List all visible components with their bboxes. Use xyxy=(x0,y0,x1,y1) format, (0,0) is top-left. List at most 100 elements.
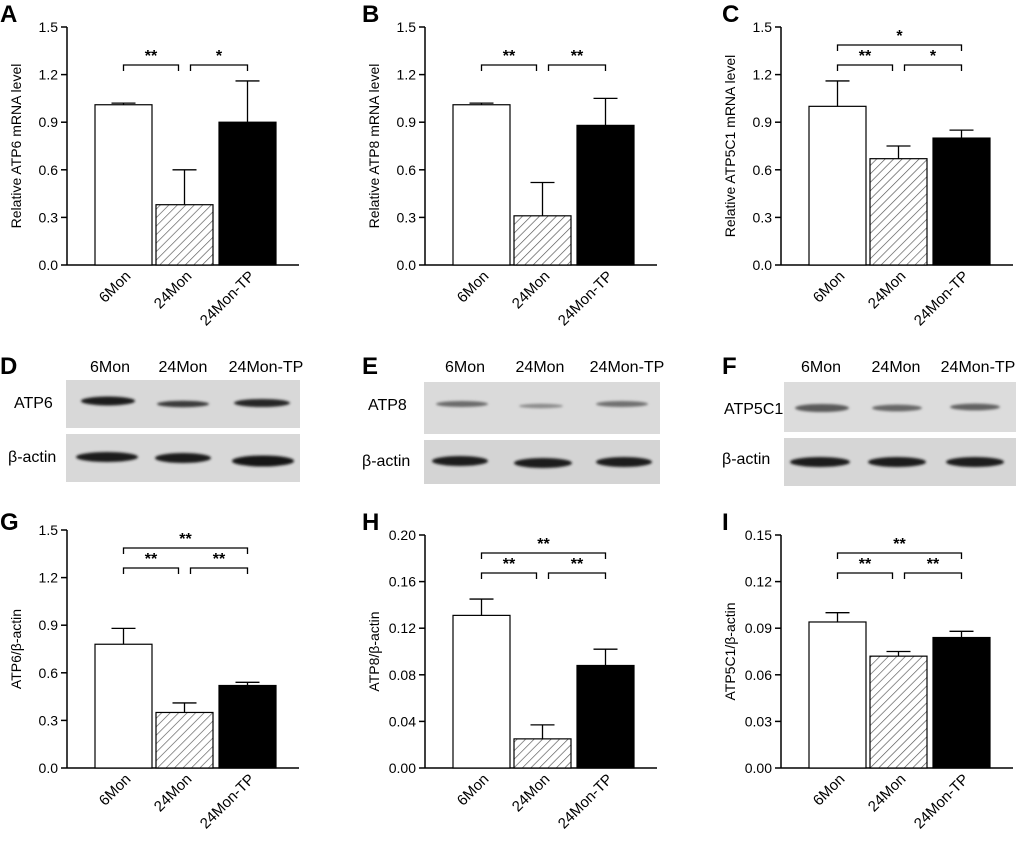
y-tick-label: 0.6 xyxy=(753,162,773,178)
y-tick-label: 0.9 xyxy=(397,114,417,130)
significance-label: * xyxy=(216,48,223,65)
category-label: 24Mon-TP xyxy=(911,771,973,833)
y-tick-label: 1.5 xyxy=(39,19,59,35)
blot-f-row-atp5c1: ATP5C1 xyxy=(724,401,783,418)
chart-panel-h: 0.00 0.04 0.08 0.12 0.16 0.20 ATP8/β-actin 6Mon… xyxy=(366,527,657,832)
significance-label: * xyxy=(930,48,937,65)
blot-d-band xyxy=(76,452,138,462)
y-tick-label: 0.0 xyxy=(39,257,59,273)
significance-bracket xyxy=(836,552,963,559)
y-tick-label: 0.12 xyxy=(745,574,772,590)
significance-label: ** xyxy=(571,556,584,573)
significance-label: ** xyxy=(571,48,584,65)
significance-label: * xyxy=(896,28,903,45)
y-tick-label: 1.2 xyxy=(39,67,59,83)
category-label: 24Mon-TP xyxy=(911,268,973,330)
blot-d-band xyxy=(157,400,209,408)
significance-bracket xyxy=(547,64,607,71)
bar-6mon xyxy=(94,643,153,769)
blot-e-lane-6mon: 6Mon xyxy=(445,359,485,376)
blot-e-band xyxy=(436,401,488,407)
y-tick-label: 0.0 xyxy=(397,257,417,273)
category-label: 24Mon-TP xyxy=(555,771,617,833)
significance-label: ** xyxy=(893,536,906,553)
bar-6mon xyxy=(808,105,867,266)
bar-24mon-tp xyxy=(218,121,277,266)
panel-label-g: G xyxy=(0,509,19,536)
bar-6mon xyxy=(452,614,511,769)
blot-e-lane-24mon-tp: 24Mon-TP xyxy=(590,359,665,376)
y-tick-label: 1.5 xyxy=(753,19,773,35)
significance-label: ** xyxy=(859,48,872,65)
significance-bracket xyxy=(189,567,249,574)
blot-d-band xyxy=(81,396,135,406)
y-tick-label: 1.5 xyxy=(397,19,417,35)
blot-f-lane-24mon-tp: 24Mon-TP xyxy=(941,359,1016,376)
bar-6mon xyxy=(808,621,867,769)
chart-panel-c: 0.0 0.3 0.6 0.9 1.2 1.5 Relative ATP5C1 mRNA l… xyxy=(722,19,1013,329)
blot-d-row-actin: β-actin xyxy=(8,449,56,466)
blot-e-row-actin: β-actin xyxy=(362,453,410,470)
y-axis-label: ATP8/β-actin xyxy=(366,611,382,691)
blot-e-band xyxy=(596,457,652,467)
blot-d-band xyxy=(155,453,211,463)
y-tick-label: 0.00 xyxy=(389,760,416,776)
blot-e-band xyxy=(432,456,488,466)
y-tick-label: 1.2 xyxy=(397,67,417,83)
panel-label-h: H xyxy=(362,509,379,536)
y-tick-label: 1.2 xyxy=(753,67,773,83)
y-tick-label: 0.04 xyxy=(389,713,416,729)
category-label: 24Mon xyxy=(151,771,195,815)
y-tick-label: 1.5 xyxy=(39,522,59,538)
blot-f-band xyxy=(950,403,1000,411)
y-tick-label: 1.2 xyxy=(39,570,59,586)
y-tick-label: 0.3 xyxy=(753,209,773,225)
y-tick-label: 0.03 xyxy=(745,713,772,729)
bar-24mon xyxy=(155,204,214,266)
panel-label-f: F xyxy=(722,353,737,380)
bar-24mon xyxy=(869,655,928,769)
blot-e-row-atp8: ATP8 xyxy=(368,397,407,414)
y-tick-label: 0.16 xyxy=(389,574,416,590)
significance-bracket xyxy=(480,552,607,559)
chart-panel-a: 0.0 0.3 0.6 0.9 1.2 1.5 Relative ATP6 mRNA lev… xyxy=(8,19,299,329)
bar-24mon-tp xyxy=(218,684,277,769)
panel-label-b: B xyxy=(362,1,379,28)
significance-bracket xyxy=(903,64,963,71)
bar-24mon xyxy=(513,738,572,769)
blot-f-band xyxy=(790,457,850,467)
category-label: 24Mon xyxy=(509,268,553,312)
blot-e-band xyxy=(514,458,572,468)
y-tick-label: 0.06 xyxy=(745,667,772,683)
category-label: 6Mon xyxy=(810,268,849,307)
bar-24mon-tp xyxy=(932,636,991,769)
bar-24mon xyxy=(155,711,214,769)
panel-label-a: A xyxy=(0,1,17,28)
panel-label-c: C xyxy=(722,1,739,28)
significance-label: ** xyxy=(503,48,516,65)
significance-bracket xyxy=(122,547,249,554)
significance-bracket xyxy=(547,572,607,579)
significance-label: ** xyxy=(503,556,516,573)
blot-f-band xyxy=(946,457,1004,467)
y-axis-label: ATP5C1/β-actin xyxy=(722,602,738,700)
category-label: 24Mon xyxy=(151,268,195,312)
blot-f-lane-6mon: 6Mon xyxy=(801,359,841,376)
chart-panel-i: 0.00 0.03 0.06 0.09 0.12 0.15 ATP5C1/β-actin 6M… xyxy=(722,527,1013,832)
y-tick-label: 0.0 xyxy=(753,257,773,273)
bar-6mon xyxy=(94,104,153,266)
significance-bracket xyxy=(122,64,180,71)
y-tick-label: 0.3 xyxy=(39,712,59,728)
y-tick-label: 0.15 xyxy=(745,527,772,543)
y-tick-label: 0.09 xyxy=(745,620,772,636)
y-tick-label: 0.6 xyxy=(39,665,59,681)
y-tick-label: 0.3 xyxy=(39,209,59,225)
significance-bracket xyxy=(122,567,180,574)
blot-f-row-actin: β-actin xyxy=(722,451,770,468)
significance-bracket xyxy=(480,572,538,579)
y-axis-label: Relative ATP8 mRNA level xyxy=(366,64,382,229)
category-label: 24Mon-TP xyxy=(197,268,259,330)
y-tick-label: 0.6 xyxy=(397,162,417,178)
category-label: 24Mon xyxy=(865,771,909,815)
